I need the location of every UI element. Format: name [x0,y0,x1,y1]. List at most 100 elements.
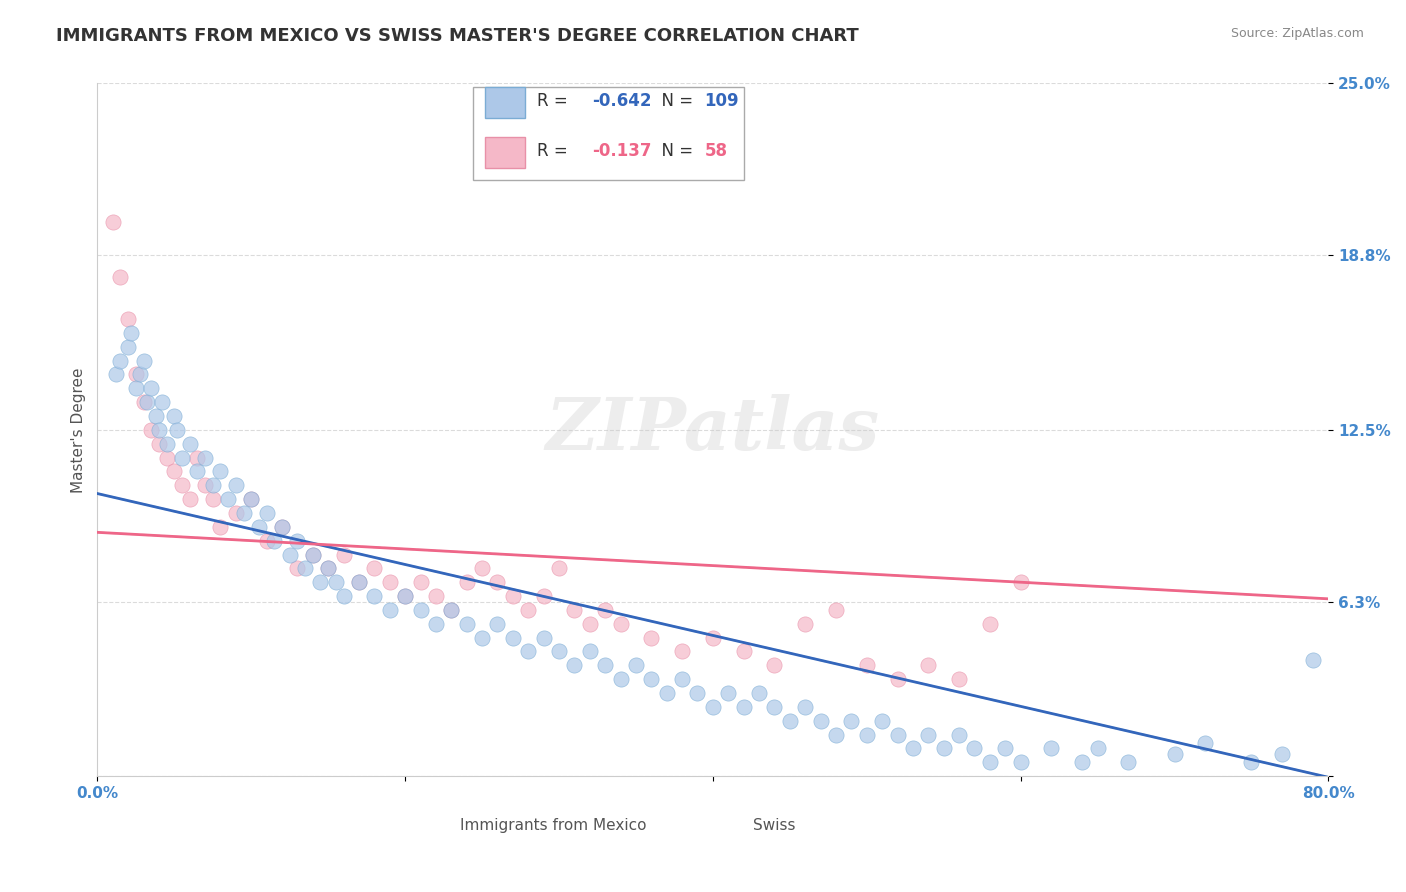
Point [1071,756,1094,770]
Point [201,478,224,492]
Point [209,464,232,478]
Text: 58: 58 [704,142,727,160]
Text: -0.642: -0.642 [592,92,652,110]
Point [163,409,186,423]
Point [1194,736,1216,750]
Point [578,644,600,658]
Point [533,631,555,645]
Point [332,548,354,562]
Point [256,533,278,548]
FancyBboxPatch shape [472,87,744,180]
Point [217,492,239,507]
FancyBboxPatch shape [485,136,524,168]
Point [301,548,323,562]
Point [363,589,385,603]
Point [325,575,347,590]
Text: -0.137: -0.137 [592,142,652,160]
Point [578,616,600,631]
Point [247,520,270,534]
Point [640,631,662,645]
Point [624,658,647,673]
Point [825,728,848,742]
Point [855,658,877,673]
Point [917,658,939,673]
Point [810,714,832,728]
Text: Immigrants from Mexico: Immigrants from Mexico [460,818,647,833]
Point [548,644,571,658]
Point [278,548,301,562]
Point [609,672,631,686]
Point [1163,747,1185,761]
Point [225,506,247,520]
Point [186,450,208,465]
Point [440,603,463,617]
Point [409,603,432,617]
Point [263,533,285,548]
Point [593,603,616,617]
Point [564,658,586,673]
Point [1010,575,1032,590]
Point [104,368,127,382]
Point [533,589,555,603]
Point [332,589,354,603]
Point [240,492,263,507]
Point [135,395,157,409]
Point [456,575,478,590]
Point [271,520,294,534]
Point [240,492,263,507]
Point [1040,741,1063,756]
Point [309,575,332,590]
Point [979,616,1001,631]
Point [316,561,339,575]
Point [963,741,986,756]
Point [163,464,186,478]
Point [1087,741,1109,756]
Point [194,450,217,465]
Point [129,368,152,382]
Point [409,575,432,590]
Text: R =: R = [537,142,572,160]
Point [609,616,631,631]
Point [209,520,232,534]
Point [517,644,540,658]
Text: IMMIGRANTS FROM MEXICO VS SWISS MASTER'S DEGREE CORRELATION CHART: IMMIGRANTS FROM MEXICO VS SWISS MASTER'S… [56,27,859,45]
Point [671,644,693,658]
Point [132,353,155,368]
Point [825,603,848,617]
Point [486,575,509,590]
Point [655,686,678,700]
Point [901,741,924,756]
FancyBboxPatch shape [676,800,707,825]
Point [155,450,177,465]
Point [733,700,755,714]
Point [702,631,724,645]
Point [378,603,401,617]
Point [1010,756,1032,770]
Point [456,616,478,631]
Point [779,714,801,728]
Text: 109: 109 [704,92,740,110]
Point [148,436,170,450]
Point [486,616,509,631]
Point [186,464,208,478]
Point [256,506,278,520]
Point [120,326,142,340]
Point [702,700,724,714]
Point [794,616,817,631]
Point [548,561,571,575]
Point [225,478,247,492]
Point [145,409,167,423]
Point [1118,756,1140,770]
Point [166,423,188,437]
Point [841,714,863,728]
Point [201,492,224,507]
FancyBboxPatch shape [485,87,524,118]
Point [886,672,908,686]
Point [117,312,139,326]
Point [125,368,148,382]
Point [733,644,755,658]
Point [347,575,370,590]
Point [994,741,1017,756]
Point [132,395,155,409]
Point [794,700,817,714]
